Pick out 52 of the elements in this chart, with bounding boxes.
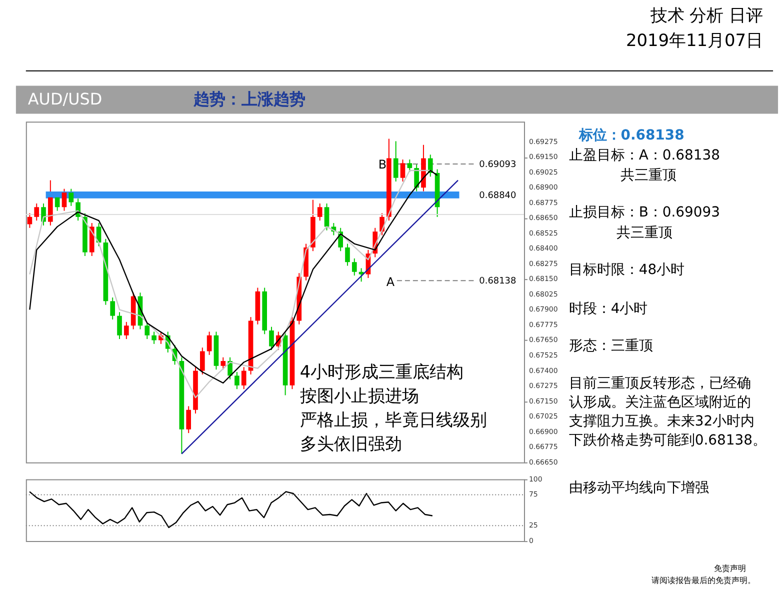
annotation: 多头依旧强劲 — [300, 433, 402, 454]
candlestick — [220, 356, 226, 370]
ref-line-label: 0.68840 — [479, 190, 516, 201]
text: 共三重顶 — [616, 225, 673, 242]
candlestick — [186, 406, 192, 434]
text: 标位：0.68138 — [578, 128, 684, 144]
candlestick — [393, 140, 398, 182]
candlestick — [144, 321, 150, 340]
ref-line-label: 0.68138 — [479, 276, 516, 287]
candlestick — [200, 347, 205, 375]
candlestick — [324, 202, 330, 231]
text: 认形成。关注蓝色区域附近的 — [568, 394, 751, 411]
annotation: 4小时形成三重底结构 — [300, 362, 464, 382]
candlestick — [428, 154, 433, 178]
candlestick — [400, 159, 406, 182]
candlestick — [317, 202, 322, 222]
text: 止损目标：B：0.69093 — [568, 204, 720, 220]
candlestick — [206, 331, 212, 356]
text: 请阅读报告最后的免责声明。 — [651, 576, 756, 585]
text: 趋势：上涨趋势 — [192, 90, 306, 109]
candlestick — [269, 326, 274, 351]
text: 支撑阻力互换。未来32小时内 — [568, 414, 755, 430]
text: 2019年11月07日 — [626, 30, 764, 50]
candlestick — [241, 366, 246, 390]
text: 形态：三重顶 — [568, 338, 653, 354]
text: 由移动平均线向下增强 — [568, 480, 709, 496]
text: 下跌价格走势可能到0.68138。 — [568, 432, 766, 448]
text: 止盈目标：A：0.68138 — [568, 148, 720, 164]
text: 共三重顶 — [620, 167, 677, 184]
candlestick — [352, 258, 357, 276]
text: 目标时限：48小时 — [568, 262, 685, 278]
ref-line-label: 0.69093 — [479, 160, 516, 170]
candlestick — [407, 159, 412, 172]
candlestick — [68, 188, 74, 206]
text: 目前三重顶反转形态，已经确 — [568, 376, 751, 392]
candlestick — [34, 202, 40, 222]
text: 免责声明 — [714, 564, 746, 573]
candlestick — [152, 331, 156, 344]
candlestick — [62, 188, 67, 212]
text: 时段：4小时 — [568, 300, 648, 317]
annotation: A — [386, 275, 396, 290]
candlestick — [234, 372, 240, 390]
candlestick — [110, 297, 116, 320]
annotation: 按图小止损进场 — [300, 386, 419, 406]
text: AUD/USD — [28, 90, 102, 109]
candlestick — [345, 243, 350, 266]
candlestick — [124, 321, 129, 340]
annotation: B — [378, 157, 387, 172]
text: 技术 分析 日评 — [649, 5, 764, 26]
candlestick — [117, 312, 122, 340]
line-series — [28, 491, 434, 528]
annotation: 严格止损，毕竟日线级别 — [300, 410, 487, 430]
